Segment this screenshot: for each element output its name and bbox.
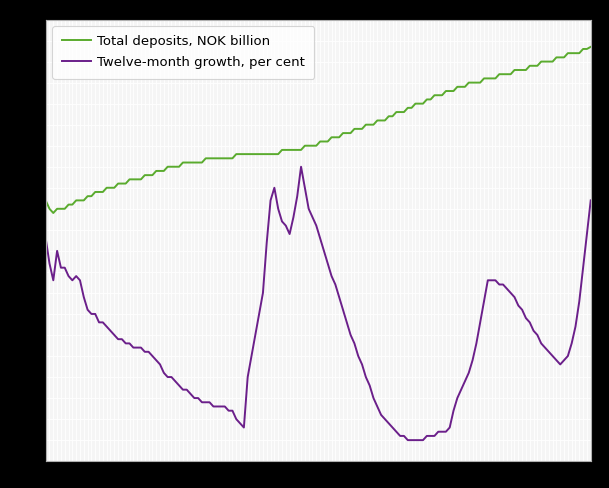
Legend: Total deposits, NOK billion, Twelve-month growth, per cent: Total deposits, NOK billion, Twelve-mont…: [52, 26, 314, 79]
